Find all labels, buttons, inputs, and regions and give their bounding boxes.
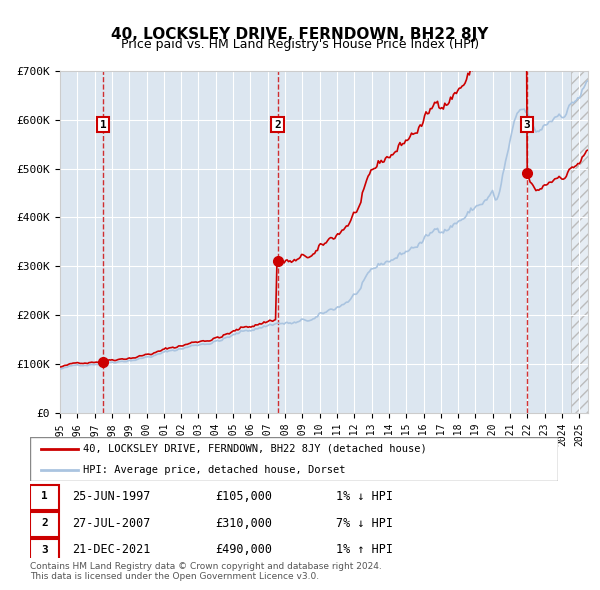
FancyBboxPatch shape [30,486,59,510]
Bar [571,71,600,413]
Text: £310,000: £310,000 [215,516,272,530]
Text: 2: 2 [274,120,281,130]
Text: 2: 2 [41,518,47,528]
FancyBboxPatch shape [30,539,59,563]
Text: £105,000: £105,000 [215,490,272,503]
Text: 40, LOCKSLEY DRIVE, FERNDOWN, BH22 8JY: 40, LOCKSLEY DRIVE, FERNDOWN, BH22 8JY [112,27,488,41]
Text: 1: 1 [100,120,106,130]
Text: £490,000: £490,000 [215,543,272,556]
Text: 40, LOCKSLEY DRIVE, FERNDOWN, BH22 8JY (detached house): 40, LOCKSLEY DRIVE, FERNDOWN, BH22 8JY (… [83,444,427,454]
Text: 1% ↑ HPI: 1% ↑ HPI [336,543,393,556]
FancyBboxPatch shape [30,512,59,537]
Text: 1: 1 [41,491,47,501]
Bar [571,71,600,413]
Text: Contains HM Land Registry data © Crown copyright and database right 2024.
This d: Contains HM Land Registry data © Crown c… [30,562,382,581]
Text: 27-JUL-2007: 27-JUL-2007 [72,516,151,530]
Text: 21-DEC-2021: 21-DEC-2021 [72,543,151,556]
Text: 25-JUN-1997: 25-JUN-1997 [72,490,151,503]
Text: 1% ↓ HPI: 1% ↓ HPI [336,490,393,503]
FancyBboxPatch shape [30,437,558,481]
Text: Price paid vs. HM Land Registry's House Price Index (HPI): Price paid vs. HM Land Registry's House … [121,38,479,51]
Text: 3: 3 [524,120,530,130]
Text: 3: 3 [41,545,47,555]
Text: 7% ↓ HPI: 7% ↓ HPI [336,516,393,530]
Text: HPI: Average price, detached house, Dorset: HPI: Average price, detached house, Dors… [83,465,346,475]
